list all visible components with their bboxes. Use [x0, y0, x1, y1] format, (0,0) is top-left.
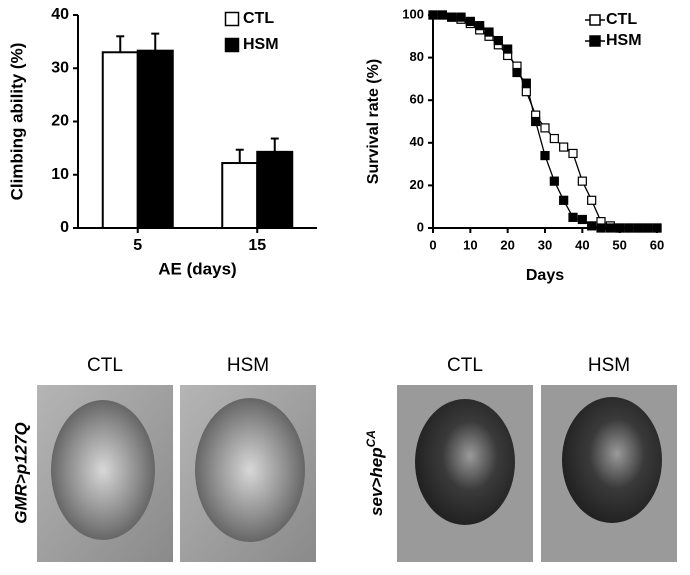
x-tick-label: 15 [248, 237, 266, 254]
marker [633, 223, 643, 233]
marker [587, 221, 597, 231]
y-tick-label: 0 [417, 219, 424, 234]
x-tick-label: 30 [538, 237, 552, 252]
eye [415, 399, 515, 525]
photos [37, 385, 677, 562]
marker [503, 44, 513, 54]
x-tick-label: 50 [612, 237, 626, 252]
y-tick-label: 80 [410, 49, 424, 64]
marker [559, 195, 569, 205]
marker [531, 116, 541, 127]
y-tick-label: 40 [51, 6, 69, 23]
marker [521, 78, 531, 88]
x-tick-label: 40 [575, 237, 589, 252]
legend-swatch [224, 11, 240, 27]
bar [136, 49, 174, 229]
row-label-base: sev>hep [367, 447, 386, 516]
column-label: CTL [87, 355, 123, 376]
bar [101, 51, 139, 230]
marker [465, 16, 475, 26]
y-tick-label: 20 [410, 177, 424, 192]
marker [493, 35, 503, 46]
marker [447, 12, 457, 22]
legend-label: CTL [606, 11, 637, 28]
marker [484, 27, 494, 37]
x-axis-label: Days [526, 267, 564, 284]
y-tick-label: 0 [60, 219, 69, 236]
marker [577, 176, 587, 186]
marker [624, 223, 634, 233]
eye [51, 400, 155, 540]
marker [456, 12, 466, 22]
marker [587, 195, 597, 205]
column-label: HSM [227, 355, 269, 376]
legend-swatch [589, 35, 601, 47]
marker [559, 142, 569, 152]
row-label: GMR>p127Q [11, 422, 30, 524]
x-tick-label: 10 [463, 237, 477, 252]
row-label: sev>hepCA [364, 430, 386, 516]
y-tick-label: 60 [410, 92, 424, 107]
y-tick-label: 100 [402, 6, 424, 21]
marker [568, 212, 578, 222]
eye [195, 398, 305, 542]
marker [549, 133, 559, 144]
row-label-sup: CA [364, 430, 378, 447]
x-axis-label: AE (days) [158, 259, 236, 278]
y-tick-label: 20 [51, 113, 69, 130]
legend-label: HSM [606, 32, 642, 49]
marker [568, 148, 578, 159]
y-tick-label: 30 [51, 59, 69, 76]
column-label: HSM [588, 355, 630, 376]
bar [256, 150, 294, 229]
marker [652, 223, 662, 233]
legend-label: HSM [243, 36, 279, 53]
marker [549, 176, 559, 186]
marker [605, 223, 615, 233]
legend-swatch [224, 37, 240, 53]
column-label: CTL [447, 355, 483, 376]
eye [562, 397, 662, 523]
y-axis-label: Climbing ability (%) [7, 43, 26, 201]
marker [615, 223, 625, 233]
marker [540, 123, 550, 133]
marker [596, 223, 606, 233]
y-tick-label: 10 [51, 166, 69, 183]
x-tick-label: 0 [429, 237, 436, 252]
bar [221, 162, 259, 229]
marker [475, 21, 485, 31]
x-tick-label: 60 [650, 237, 664, 252]
y-axis-label: Survival rate (%) [365, 59, 382, 184]
marker [643, 223, 653, 233]
marker [428, 10, 438, 20]
y-tick-label: 40 [410, 134, 424, 149]
marker [540, 150, 550, 161]
marker [521, 87, 531, 97]
marker [512, 67, 522, 78]
marker [577, 214, 587, 225]
x-tick-label: 5 [133, 237, 142, 254]
legend-swatch [589, 14, 601, 26]
legend-label: CTL [243, 10, 274, 27]
marker [437, 10, 447, 20]
x-tick-label: 20 [500, 237, 514, 252]
